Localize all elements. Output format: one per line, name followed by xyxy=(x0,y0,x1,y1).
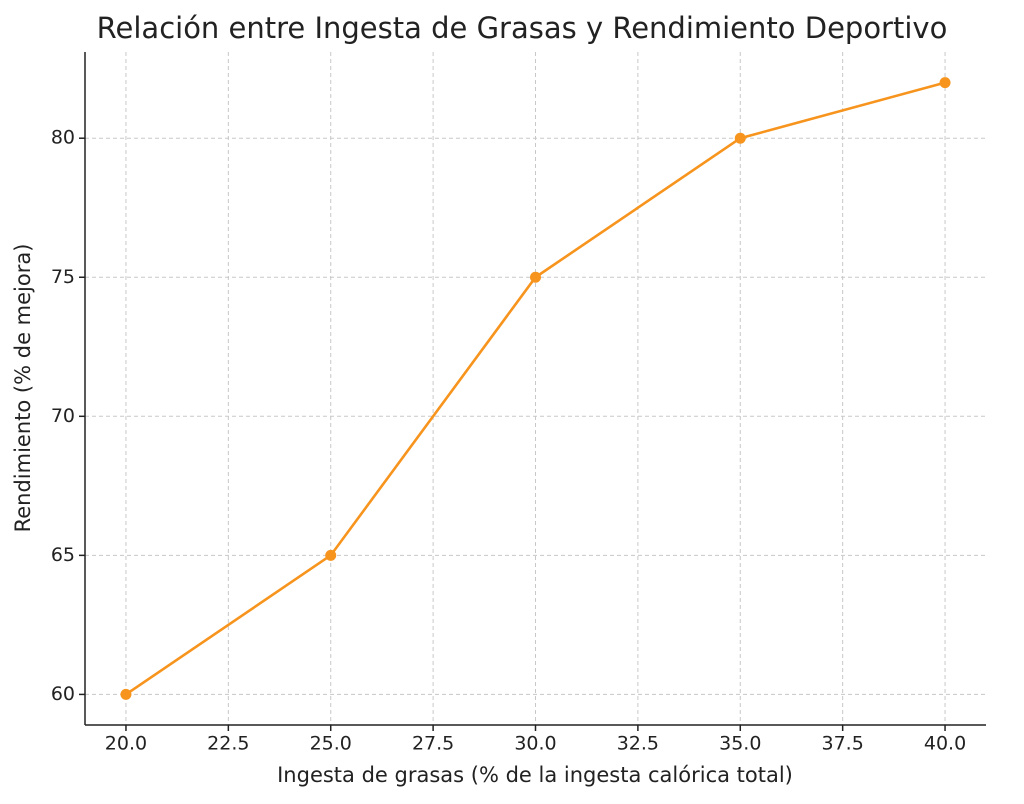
x-tick-label: 25.0 xyxy=(310,733,352,755)
x-tick-label: 30.0 xyxy=(514,733,556,755)
y-tick-label: 65 xyxy=(51,544,75,566)
x-tick-label: 40.0 xyxy=(924,733,966,755)
x-tick-label: 27.5 xyxy=(412,733,454,755)
y-tick-label: 60 xyxy=(51,683,75,705)
y-tick-label: 70 xyxy=(51,405,75,427)
x-tick-label: 22.5 xyxy=(207,733,249,755)
data-point xyxy=(325,549,337,561)
data-point xyxy=(939,77,951,89)
data-point xyxy=(120,688,132,700)
data-point xyxy=(530,271,541,283)
x-axis-label: Ingesta de grasas (% de la ingesta calór… xyxy=(277,763,793,787)
chart-title: Relación entre Ingesta de Grasas y Rendi… xyxy=(97,11,948,45)
x-tick-label: 37.5 xyxy=(822,733,864,755)
x-tick-label: 20.0 xyxy=(105,733,147,755)
x-tick-label: 35.0 xyxy=(719,733,761,755)
data-point xyxy=(734,132,746,144)
y-tick-label: 80 xyxy=(51,127,75,149)
x-tick-label: 32.5 xyxy=(617,733,659,755)
y-axis-label: Rendimiento (% de mejora) xyxy=(11,244,35,533)
y-tick-label: 75 xyxy=(51,266,75,288)
